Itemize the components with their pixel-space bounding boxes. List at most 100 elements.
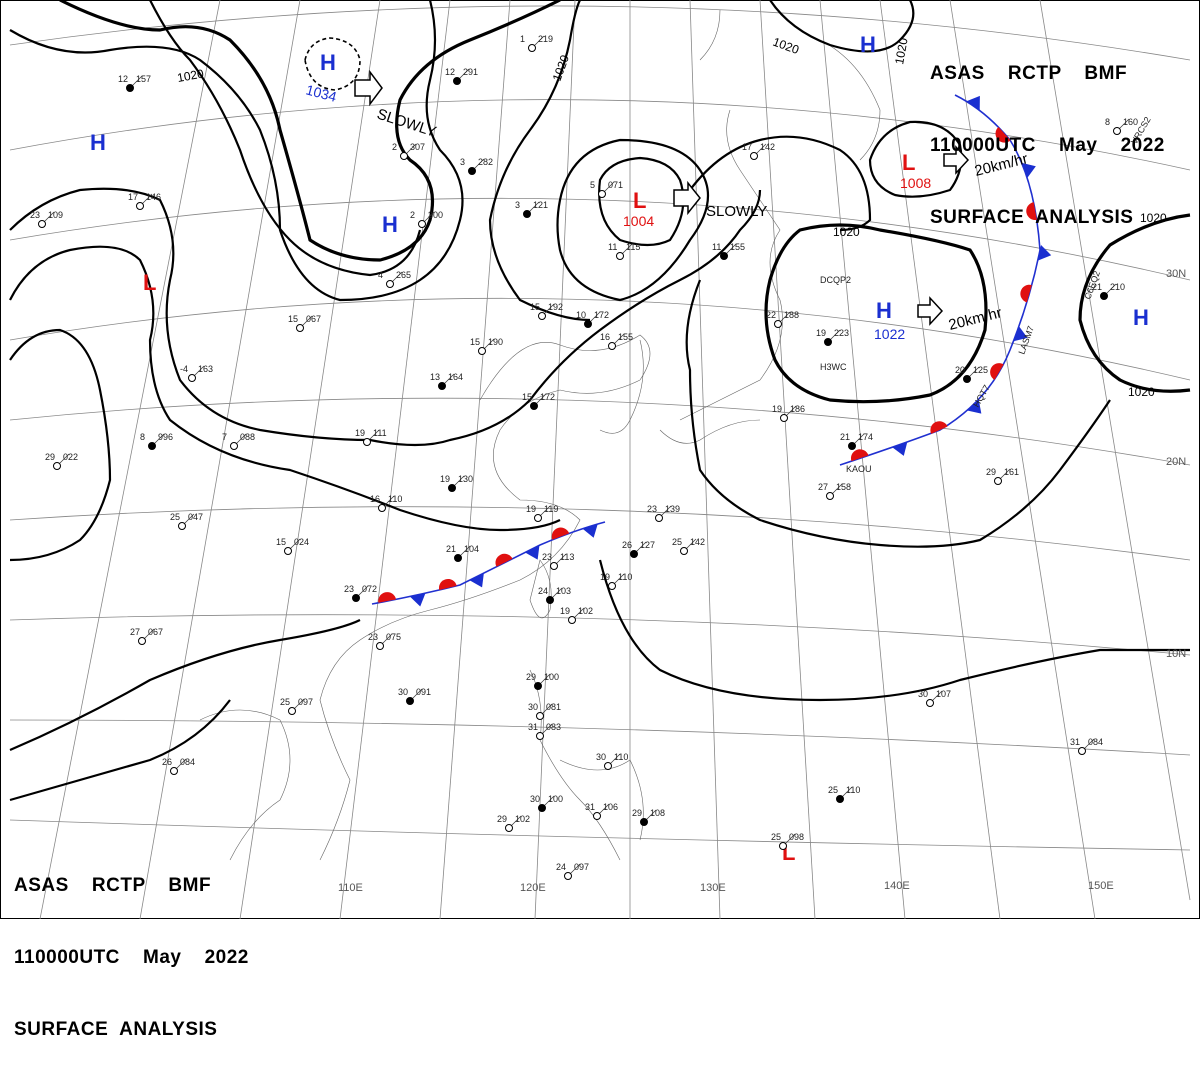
longitude-label: 130E: [700, 882, 726, 894]
pressure-centers: H 1034 H H H 1022 H H L 1004 L 1008 L L: [90, 32, 1149, 865]
station-pressure: 110: [846, 785, 860, 795]
station-circle: [528, 44, 536, 52]
station-temperature: 19: [772, 404, 782, 414]
station-circle: [1113, 127, 1121, 135]
graticule: [9, 0, 1191, 920]
station-plot: 29 022: [45, 452, 78, 470]
high-pressure-center: H: [382, 212, 398, 237]
station-temperature: 2: [392, 142, 397, 152]
station-plot: 19 119: [526, 504, 558, 522]
station-plot: 24 097: [556, 862, 589, 880]
station-plot: 17 146: [128, 192, 161, 210]
station-circle: [616, 252, 624, 260]
station-plot: 25 097: [280, 697, 313, 715]
station-plot: 15 024: [276, 537, 309, 555]
station-plot: 19 186: [772, 404, 805, 422]
low-pressure-center: L: [902, 150, 915, 175]
station-circle: [550, 562, 558, 570]
station-circle: [1100, 292, 1108, 300]
station-circle: [505, 824, 513, 832]
station-plot: 10 172: [576, 310, 609, 328]
station-plot: 30 110: [596, 752, 628, 770]
high-pressure-center: H: [1133, 305, 1149, 330]
station-plot: 11 115: [608, 242, 640, 260]
station-plot: 27 158: [818, 482, 851, 500]
station-pressure: 072: [362, 584, 377, 594]
station-circle: [538, 804, 546, 812]
station-plot: 21 174: [840, 432, 873, 450]
station-pressure: 146: [146, 192, 161, 202]
high-pressure-value: 1022: [874, 326, 905, 342]
station-temperature: 7: [222, 432, 227, 442]
station-pressure: 130: [458, 474, 473, 484]
station-temperature: 19: [355, 428, 365, 438]
station-pressure: 291: [463, 67, 478, 77]
cold-front-symbol: [892, 441, 908, 456]
station-temperature: 26: [162, 757, 172, 767]
station-circle: [148, 442, 156, 450]
station-pressure: 155: [730, 242, 745, 252]
station-pressure: 996: [158, 432, 173, 442]
station-plot: 17 142: [742, 142, 775, 160]
station-circle: [376, 642, 384, 650]
graticule-labels: 110E 120E 130E 140E 150E 30N 20N 10N: [338, 268, 1186, 894]
high-pressure-center: H: [320, 50, 336, 75]
station-pressure: 100: [544, 672, 559, 682]
station-pressure: 102: [515, 814, 530, 824]
station-plot: 16 155: [600, 332, 633, 350]
station-circle: [296, 324, 304, 332]
station-plot: -4 163: [180, 364, 213, 382]
station-temperature: 12: [118, 74, 128, 84]
station-temperature: 23: [542, 552, 552, 562]
station-temperature: 29: [632, 808, 642, 818]
station-circle: [750, 152, 758, 160]
station-circle: [593, 812, 601, 820]
station-circle: [780, 414, 788, 422]
high-pressure-center: H: [876, 298, 892, 323]
station-circle: [454, 554, 462, 562]
station-temperature: 16: [370, 494, 380, 504]
isobar-label: 1020: [1140, 211, 1167, 225]
station-temperature: 15: [522, 392, 532, 402]
station-pressure: 097: [574, 862, 589, 872]
station-temperature: 8: [140, 432, 145, 442]
station-plot: 29 161: [986, 467, 1019, 485]
header-line: ASAS RCTP BMF: [930, 63, 1128, 84]
station-plot: 8 160: [1105, 117, 1138, 135]
station-pressure: 100: [548, 794, 563, 804]
station-temperature: 15: [276, 537, 286, 547]
longitude-label: 120E: [520, 882, 546, 894]
warm-front-symbol: [995, 126, 1011, 143]
station-circle: [824, 338, 832, 346]
station-temperature: 5: [590, 180, 595, 190]
cold-front-symbol: [1021, 162, 1036, 178]
station-temperature: 17: [128, 192, 138, 202]
station-pressure: 172: [594, 310, 609, 320]
station-plot: 3 282: [460, 157, 493, 175]
station-plot: 15 067: [288, 314, 321, 332]
station-temperature: 29: [526, 672, 536, 682]
station-temperature: 15: [470, 337, 480, 347]
header-top-right: ASAS RCTP BMF 110000UTC May 2022 SURFACE…: [930, 14, 1165, 254]
station-circle: [478, 347, 486, 355]
low-pressure-center: L: [633, 188, 646, 213]
station-pressure: 110: [388, 494, 402, 504]
station-circle: [538, 312, 546, 320]
station-pressure: 210: [1110, 282, 1125, 292]
station-plot: 19 102: [560, 606, 593, 624]
station-temperature: 15: [288, 314, 298, 324]
station-plot: 23 109: [30, 210, 63, 228]
header-line: ASAS RCTP BMF: [14, 875, 212, 896]
header-line: 110000UTC May 2022: [14, 947, 249, 968]
station-circle: [848, 442, 856, 450]
station-temperature: 30: [596, 752, 606, 762]
station-temperature: 27: [818, 482, 828, 492]
station-plot: 25 142: [672, 537, 705, 555]
station-id: DCQP2: [820, 275, 851, 285]
station-plot: 19 223: [816, 328, 849, 346]
station-pressure: 109: [48, 210, 63, 220]
station-temperature: 24: [538, 586, 548, 596]
station-plot: 2 300: [410, 210, 443, 228]
station-temperature: 8: [1105, 117, 1110, 127]
station-pressure: 088: [240, 432, 255, 442]
